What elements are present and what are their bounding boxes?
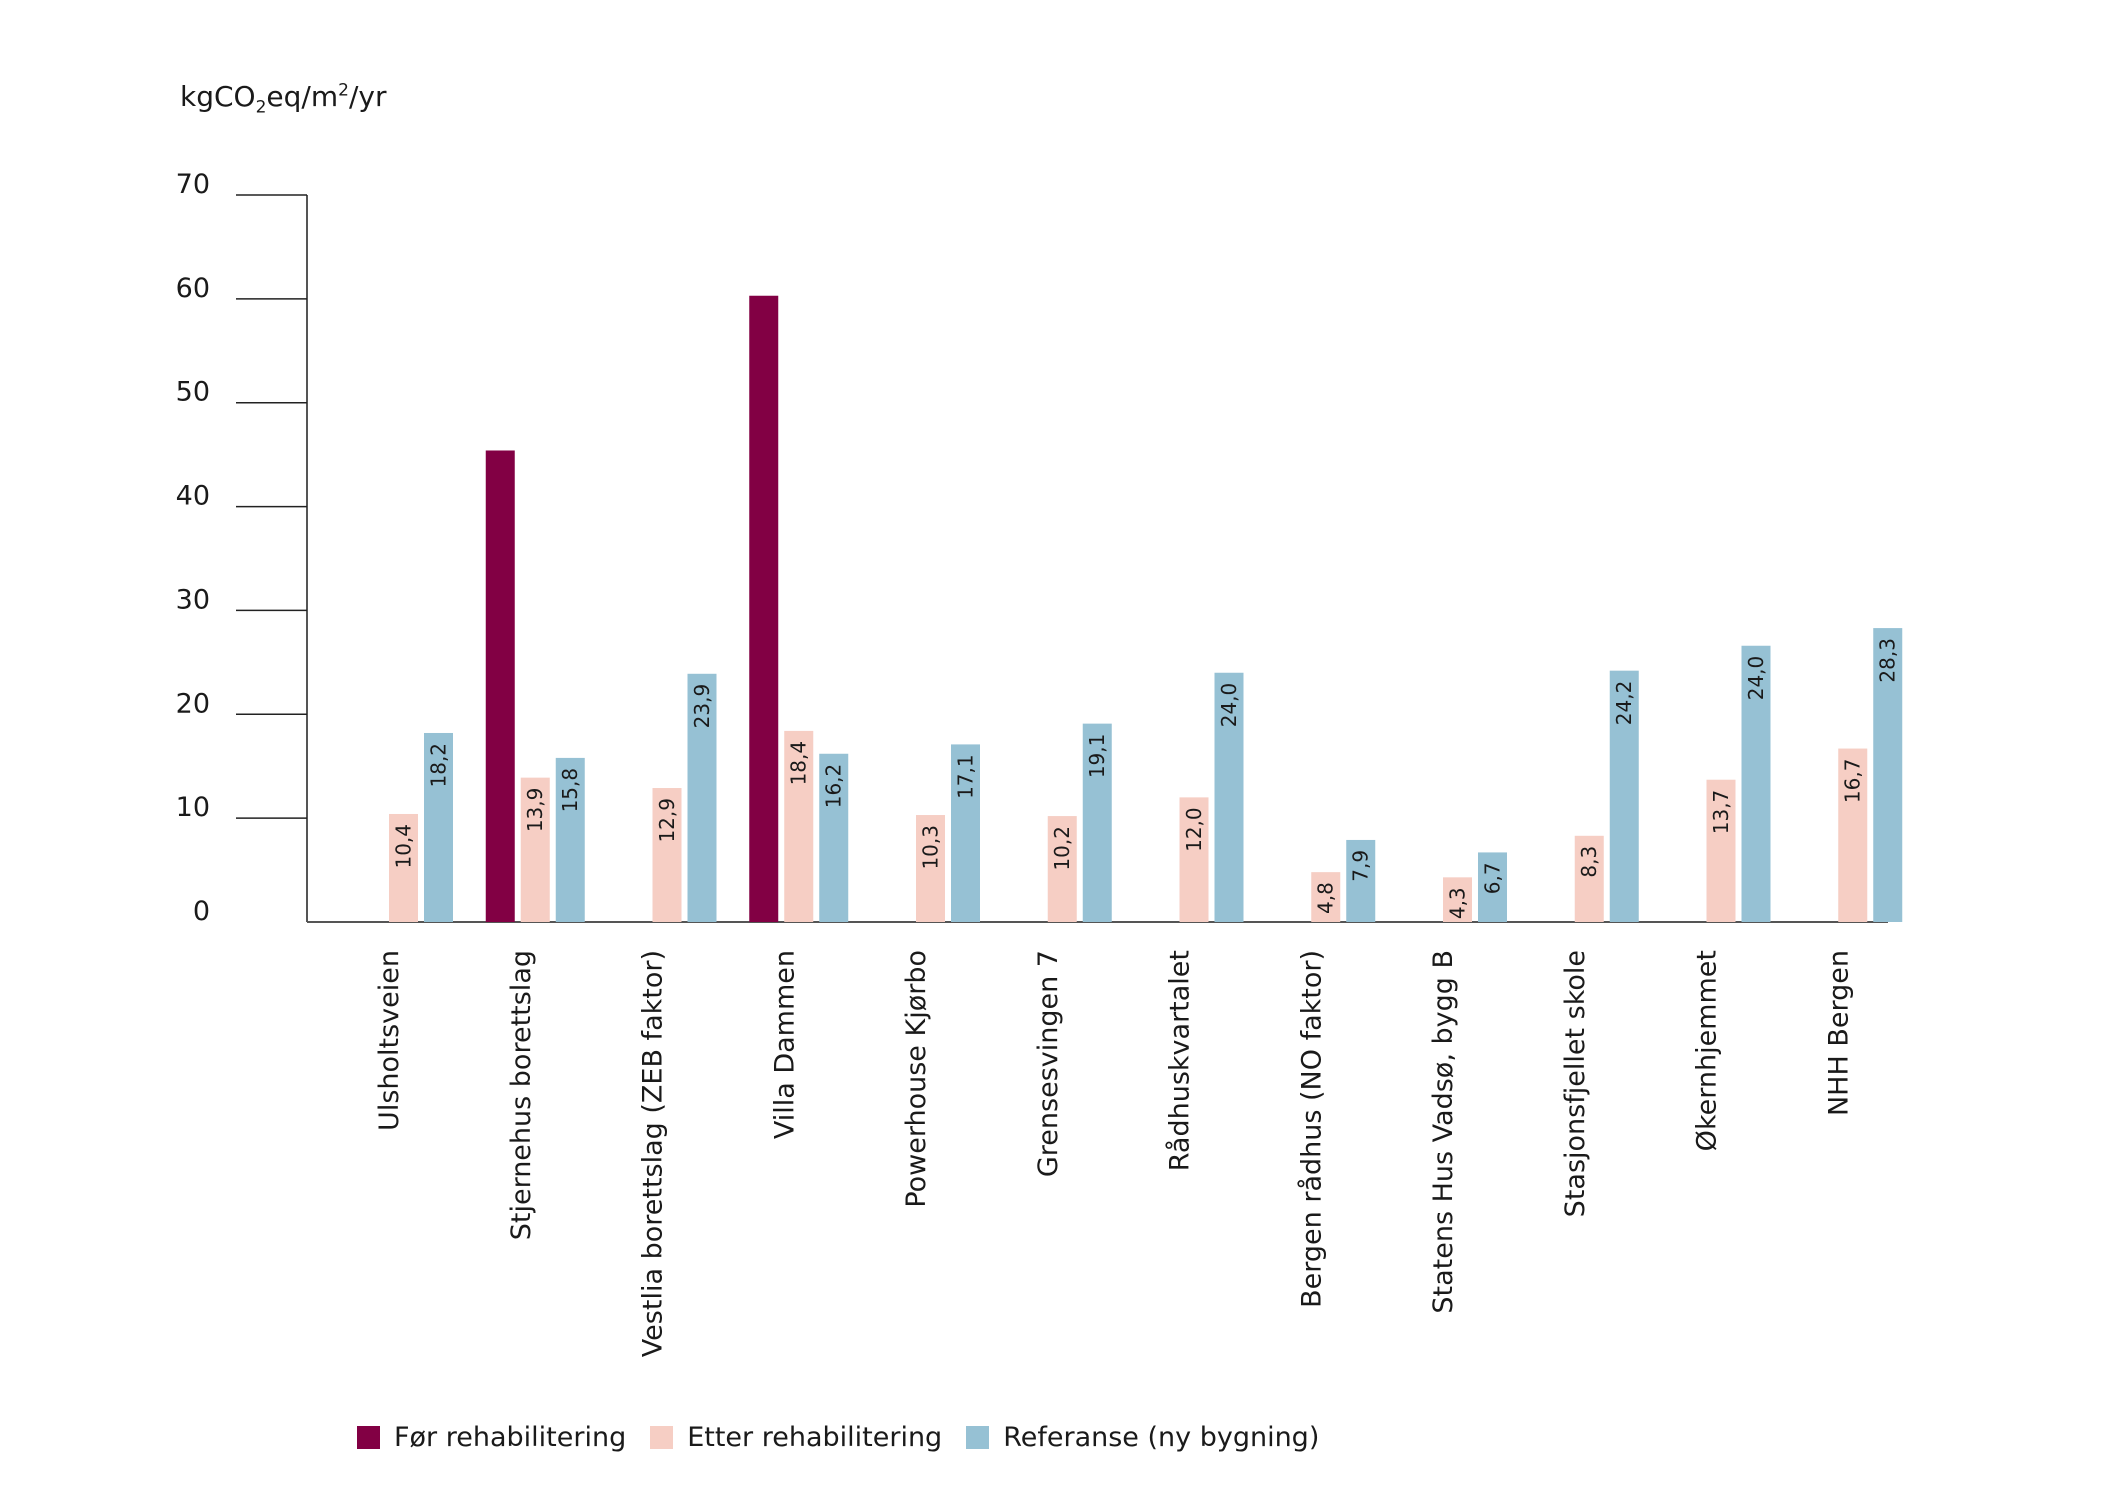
- bar-value-label: 17,1: [954, 754, 978, 799]
- bar-value-label: 13,9: [523, 788, 547, 833]
- y-tick-label: 10: [176, 792, 210, 823]
- legend-swatch-before: [357, 1426, 380, 1449]
- bar-value-label: 10,2: [1050, 826, 1074, 871]
- bar: [520, 777, 550, 922]
- bar-value-label: 12,9: [655, 798, 679, 843]
- bar: [1873, 628, 1903, 922]
- bar-value-label: 4,3: [1446, 887, 1470, 919]
- legend-label-reference: Referanse (ny bygning): [1003, 1422, 1320, 1453]
- legend-item-reference: Referanse (ny bygning): [966, 1422, 1319, 1453]
- bar: [1311, 872, 1341, 922]
- bar-value-label: 10,3: [919, 825, 943, 870]
- bar-value-label: 24,0: [1744, 656, 1768, 701]
- bar-value-label: 4,8: [1314, 882, 1338, 914]
- bar-value-label: 12,0: [1182, 807, 1206, 852]
- bar: [916, 815, 945, 922]
- bar-value-label: 16,7: [1841, 759, 1865, 804]
- bar: [1082, 723, 1112, 922]
- bar-value-label: 23,9: [690, 684, 714, 729]
- bar-value-label: 18,4: [787, 741, 811, 786]
- bar-value-label: 19,1: [1085, 734, 1109, 779]
- x-tick-label: Bergen rådhus (NO faktor): [1296, 950, 1327, 1308]
- bar: [1179, 797, 1209, 922]
- x-tick-label: Økernhjemmet: [1692, 950, 1723, 1151]
- legend: Før rehabilitering Etter rehabilitering …: [357, 1422, 1343, 1453]
- x-tick-label: NHH Bergen: [1823, 950, 1854, 1116]
- x-tick-label: Vestlia borettslag (ZEB faktor): [638, 950, 669, 1357]
- bar: [1609, 670, 1639, 922]
- bar-value-label: 8,3: [1577, 846, 1601, 878]
- bar-value-label: 13,7: [1709, 790, 1733, 835]
- x-tick-label: Villa Dammen: [769, 950, 800, 1139]
- x-tick-label: Stjernehus borettslag: [506, 950, 537, 1240]
- bar: [819, 753, 849, 922]
- x-tick-label: Rådhuskvartalet: [1165, 950, 1196, 1171]
- y-tick-label: 50: [176, 377, 210, 408]
- bar: [1706, 779, 1736, 922]
- bar-value-label: 24,0: [1217, 683, 1241, 728]
- bar: [1741, 645, 1771, 922]
- y-tick-label: 40: [176, 481, 210, 512]
- bar-value-label: 18,2: [427, 743, 451, 788]
- x-tick-label: Powerhouse Kjørbo: [901, 950, 932, 1208]
- legend-item-after: Etter rehabilitering: [650, 1422, 942, 1453]
- bar: [389, 813, 418, 922]
- legend-item-before: Før rehabilitering: [357, 1422, 626, 1453]
- legend-label-after: Etter rehabilitering: [687, 1422, 943, 1453]
- bar: [1214, 672, 1244, 922]
- bar-value-label: 16,2: [822, 764, 846, 809]
- bar: [1346, 839, 1376, 922]
- bar: [485, 450, 515, 922]
- x-tick-labels: Ulsholtsveien Stjernehus borettslag Vestli…: [374, 950, 1854, 1357]
- bar: [1574, 835, 1604, 922]
- bar: [951, 744, 980, 922]
- bar-value-label: 24,2: [1612, 681, 1636, 726]
- y-tick-label: 20: [176, 688, 210, 719]
- bar-value-label: 10,4: [392, 824, 416, 869]
- bars: 10,4 18,2 13,9 15,8 12,9 23,9 18,4 16,2 10,3 17,1…: [389, 295, 1903, 922]
- y-tick-label: 30: [176, 584, 210, 615]
- y-tick-label: 0: [193, 896, 210, 927]
- bar: [555, 757, 585, 922]
- y-tick-label: 70: [176, 169, 210, 200]
- bar: [1478, 852, 1507, 922]
- bar-value-label: 6,7: [1481, 862, 1505, 894]
- bar-value-label: 7,9: [1349, 850, 1373, 882]
- bar: [652, 788, 682, 922]
- x-tick-label: Statens Hus Vadsø, bygg B: [1428, 950, 1459, 1314]
- bar: [1838, 748, 1868, 922]
- bar-value-label: 15,8: [558, 768, 582, 813]
- y-tick-label: 60: [176, 273, 210, 304]
- bar: [784, 730, 814, 922]
- legend-swatch-reference: [966, 1426, 990, 1449]
- y-axis-unit-label: kgCO2eq/m2/yr: [180, 80, 387, 118]
- bar: [424, 732, 453, 922]
- x-tick-label: Ulsholtsveien: [374, 950, 405, 1131]
- bar: [687, 673, 717, 922]
- bar: [749, 295, 779, 922]
- x-tick-label: Stasjonsfjellet skole: [1560, 950, 1591, 1217]
- bar: [1047, 816, 1077, 922]
- bar: [1443, 877, 1472, 922]
- x-tick-label: Grensesvingen 7: [1033, 950, 1064, 1177]
- legend-swatch-after: [650, 1426, 674, 1449]
- bar-value-label: 28,3: [1876, 638, 1900, 683]
- legend-label-before: Før rehabilitering: [394, 1422, 627, 1453]
